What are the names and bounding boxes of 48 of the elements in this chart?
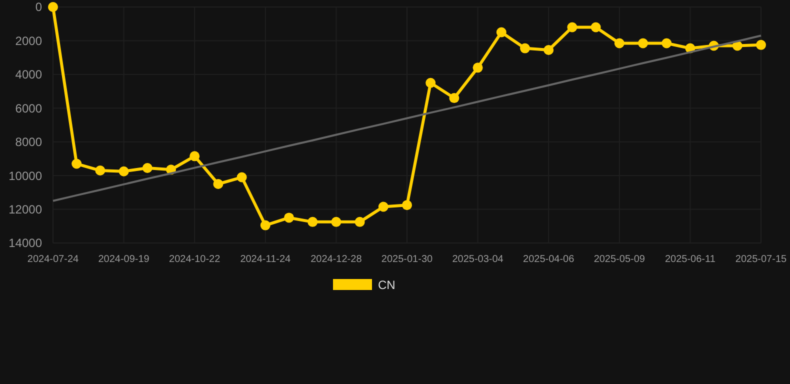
x-tick-label: 2025-06-11	[664, 254, 716, 265]
x-tick-label: 2024-07-24	[27, 254, 80, 265]
y-tick-label: 2000	[15, 34, 42, 48]
point	[142, 162, 152, 173]
point	[756, 40, 766, 50]
legend-label: CN	[378, 278, 396, 292]
x-tick-label: 2024-11-24	[240, 254, 292, 265]
point	[308, 216, 318, 227]
x-tick-label: 2025-07-15	[735, 254, 788, 265]
point	[520, 43, 530, 54]
point	[567, 22, 578, 32]
y-tick-label: 6000	[15, 101, 42, 116]
point	[614, 38, 624, 48]
point	[48, 2, 58, 12]
x-tick-label: 2025-05-09	[594, 254, 646, 265]
point	[331, 216, 342, 227]
point	[449, 93, 460, 104]
point	[402, 200, 412, 210]
y-tick-label: 10000	[8, 168, 42, 183]
point	[213, 179, 224, 189]
point	[72, 158, 82, 169]
x-tick-label: 2024-09-19	[98, 254, 150, 265]
x-tick-label: 2024-12-28	[310, 254, 362, 265]
point	[662, 38, 672, 48]
x-tick-label: 2024-10-22	[169, 254, 221, 265]
y-tick-label: 8000	[15, 135, 42, 150]
point	[426, 78, 436, 88]
point	[236, 172, 247, 182]
point	[354, 216, 365, 227]
point	[260, 220, 270, 230]
point	[378, 202, 388, 212]
point	[472, 62, 483, 73]
point	[118, 166, 129, 176]
y-tick-label: 12000	[8, 202, 42, 216]
y-tick-label: 14000	[8, 236, 42, 250]
point	[590, 22, 601, 32]
y-tick-label: 4000	[15, 68, 42, 82]
line-series	[52, 34, 762, 202]
point	[496, 27, 506, 38]
y-tick-label: 0	[35, 0, 42, 14]
point	[544, 44, 554, 55]
x-tick-label: 2025-03-04	[452, 254, 504, 265]
point	[638, 38, 648, 48]
x-tick-label: 2025-01-30	[381, 254, 434, 265]
point	[190, 151, 200, 162]
point	[95, 166, 106, 176]
point	[284, 212, 294, 223]
x-tick-label: 2025-04-06	[523, 254, 575, 265]
